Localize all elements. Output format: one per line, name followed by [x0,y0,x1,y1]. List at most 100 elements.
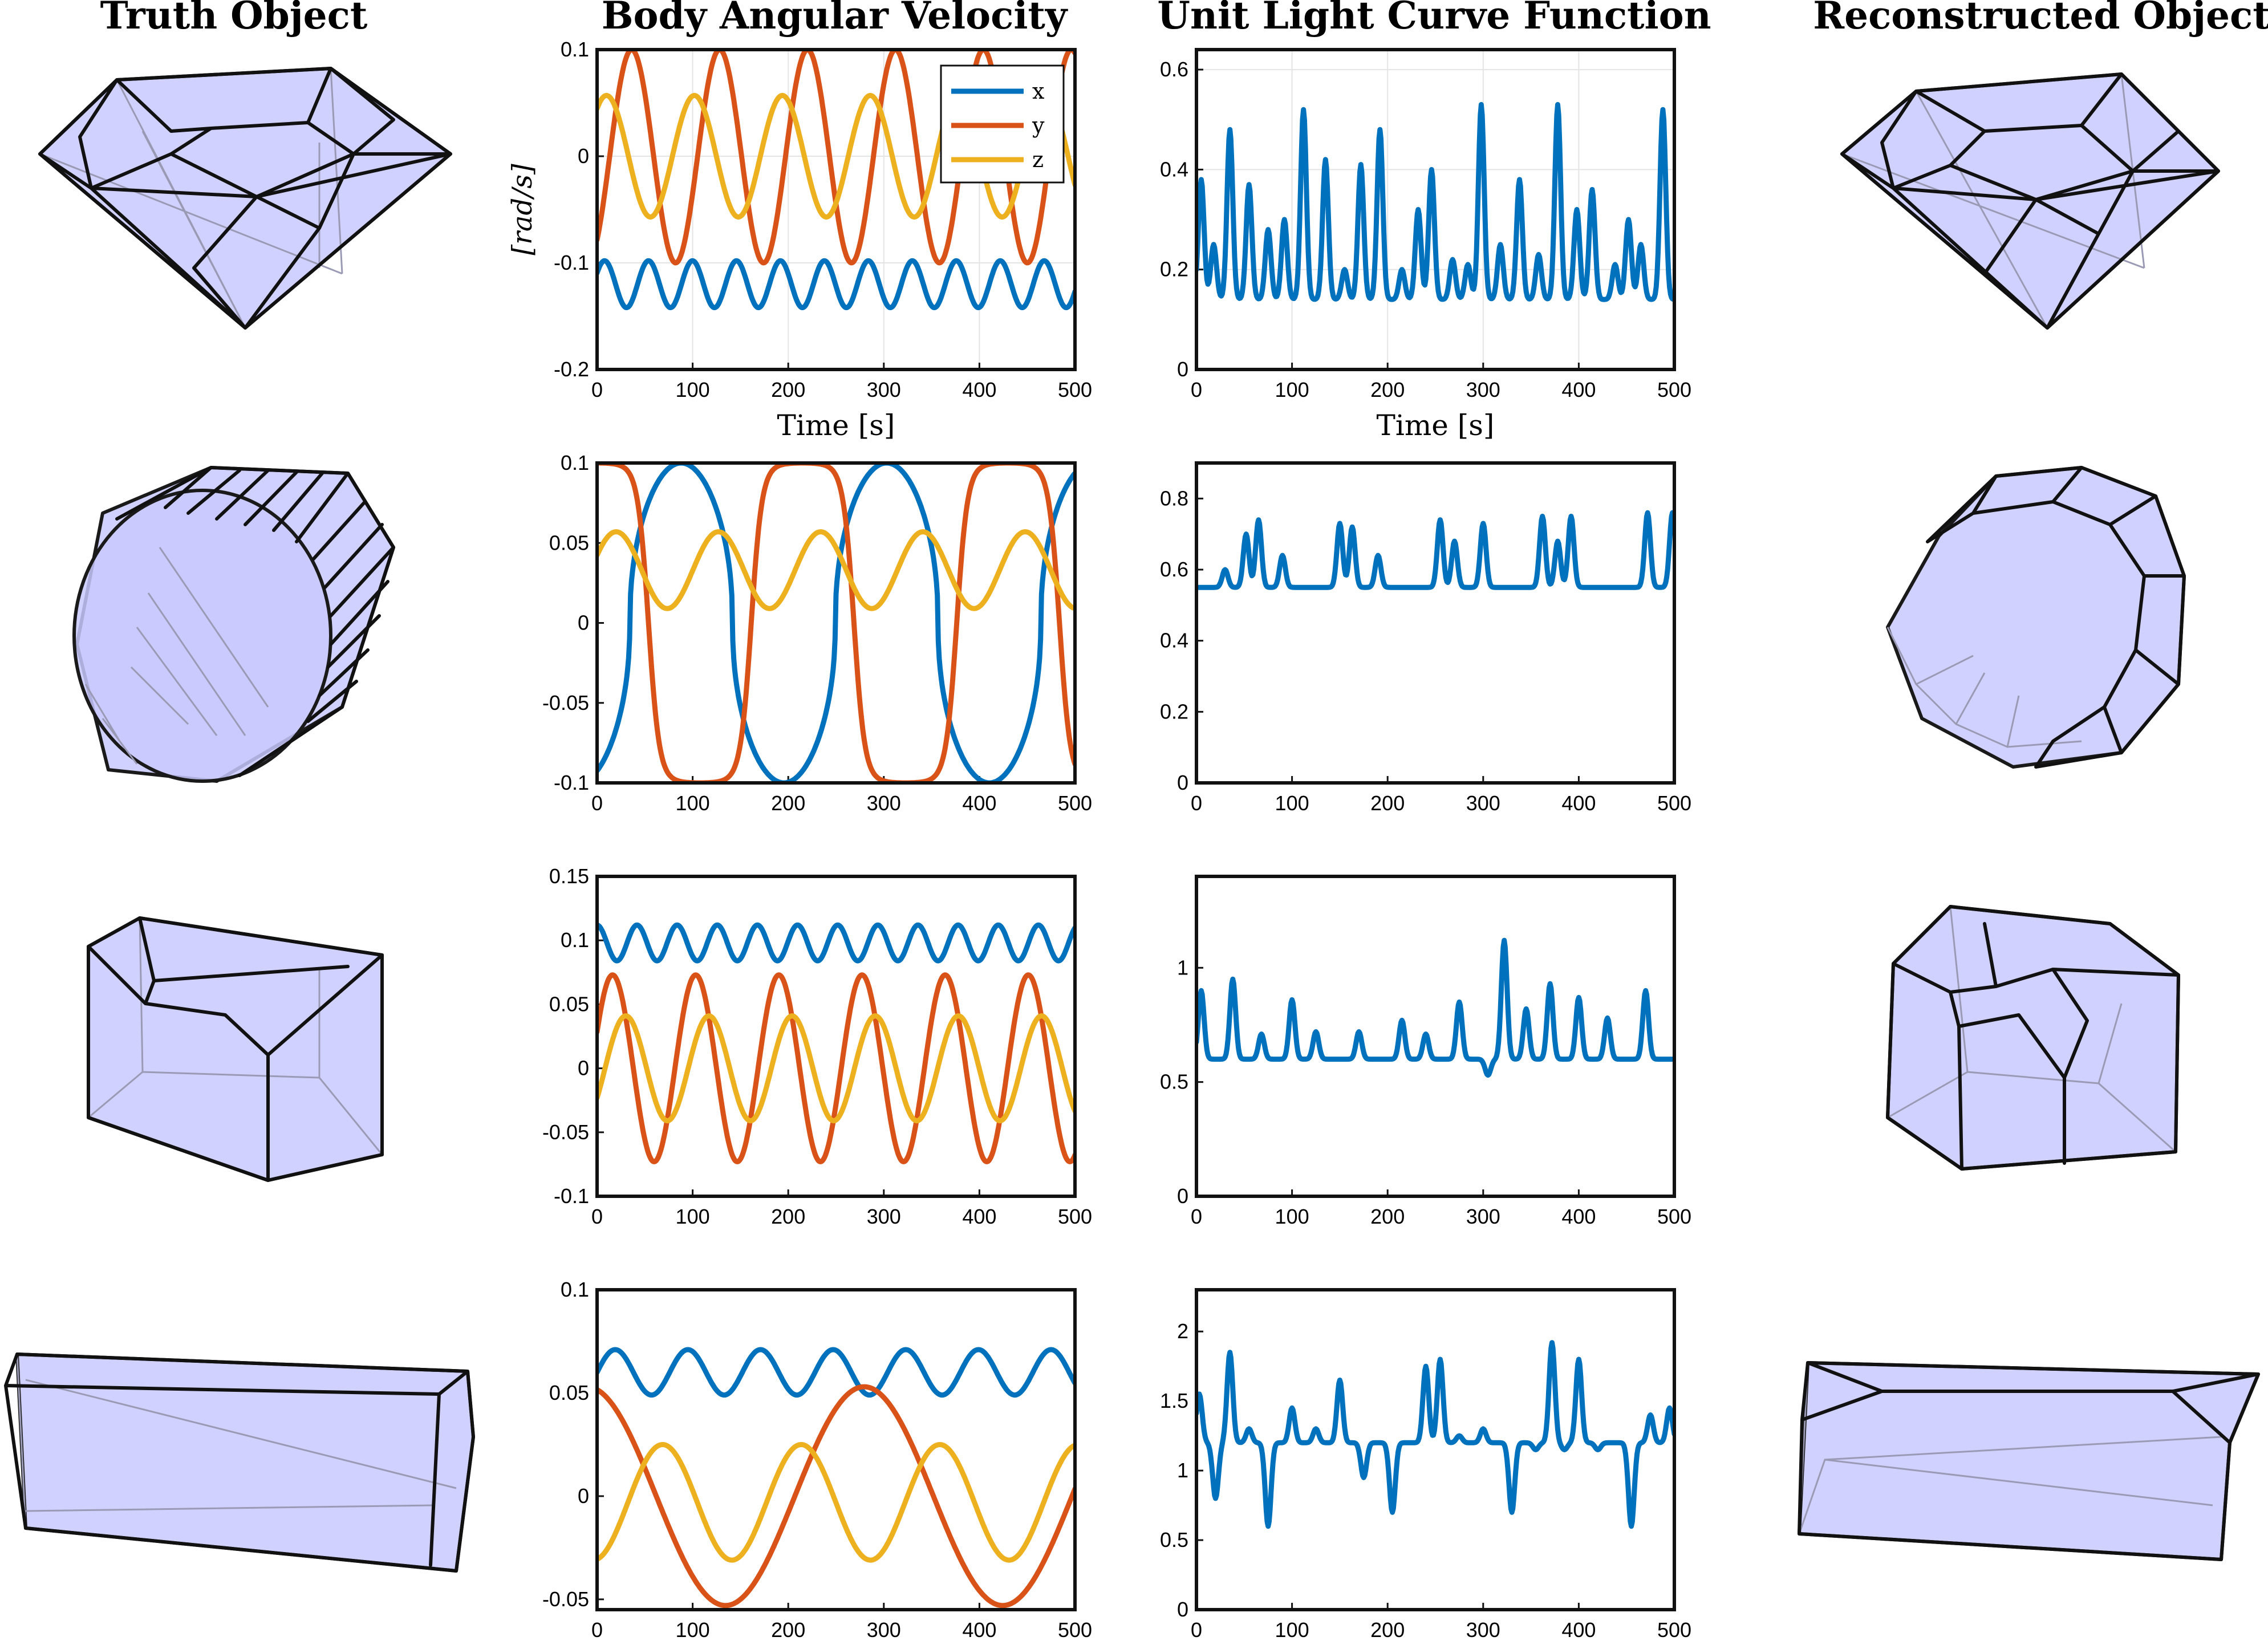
legend-entry-x: x [1032,79,1044,104]
x-tick-label: 400 [1561,1205,1596,1228]
y-tick-label: 0 [578,144,589,168]
y-tick-label: 1 [1177,1459,1188,1482]
x-axis-label: Time [s] [1377,409,1495,442]
reconstructed-object-cylinder [1886,466,2186,769]
x-tick-label: 500 [1657,1205,1691,1228]
chart-lightcurve-row3: 0 100 200 300 400 500 0 0.5 1 [1160,875,1691,1228]
chart-velocity-row3: 0 100 200 300 400 500 -0.1 -0.05 0 0.05 0.1 0.15 [542,864,1092,1228]
x-tick-label: 400 [962,1205,996,1228]
x-tick-label: 500 [1657,1618,1691,1642]
series-line-z [597,1442,1075,1563]
x-tick-label: 300 [1466,791,1500,815]
axes-frame [595,1288,1077,1611]
y-tick-label: 2 [1177,1319,1188,1343]
axes-frame [1195,1288,1676,1611]
y-tick-label: 0.1 [561,928,589,952]
x-tick-label: 200 [1370,378,1405,401]
x-tick-label: 100 [676,791,710,815]
x-tick-label: 400 [962,791,996,815]
column-title-truth: Truth Object [100,0,368,38]
plot-area [597,1290,1075,1610]
x-tick-label: 0 [1191,378,1202,401]
reconstructed-object-gem [1840,72,2220,330]
x-tick-label: 300 [1466,1205,1500,1228]
x-tick-label: 200 [1370,1618,1405,1642]
x-tick-label: 0 [1191,791,1202,815]
y-tick-label: 0.1 [561,38,589,61]
series-line-y [597,1384,1075,1609]
y-tick-label: -0.1 [554,251,589,274]
column-title-lightcurve: Unit Light Curve Function [1157,0,1711,38]
legend: xyz [940,64,1065,184]
series-line-y [597,972,1075,1164]
column-title-velocity: Body Angular Velocity [602,0,1068,38]
axes-frame [1195,48,1676,371]
axes-frame [1195,461,1676,785]
x-tick-label: 0 [1191,1618,1202,1642]
chart-velocity-row1: 0 100 200 300 400 500 -0.2 -0.1 0 0.1 Time [s] [rad… [506,38,1092,442]
axes-frame [595,875,1077,1198]
x-tick-label: 200 [771,1618,805,1642]
series-line-z [597,92,1075,220]
x-tick-label: 100 [676,1618,710,1642]
axes-frame [1195,875,1676,1198]
chart-lightcurve-row4: 0 100 200 300 400 500 0 0.5 1 1.5 2 [1160,1288,1691,1642]
x-tick-label: 300 [867,791,901,815]
y-tick-label: 0.05 [549,531,589,554]
x-tick-label: 0 [591,1205,603,1228]
y-tick-label: 0 [578,1484,589,1508]
x-tick-label: 200 [771,1205,805,1228]
y-axis-label: [rad/s] [506,164,538,255]
y-tick-label: 0.5 [1160,1528,1188,1551]
x-tick-label: 400 [1561,1618,1596,1642]
y-tick-label: 0.1 [561,451,589,474]
x-tick-label: 500 [1657,791,1691,815]
series-line-x [597,258,1075,310]
x-tick-label: 200 [1370,791,1405,815]
y-tick-label: -0.05 [542,1120,589,1144]
plot-area [1196,1290,1674,1610]
y-tick-label: 0 [1177,771,1188,794]
x-tick-label: 0 [591,378,603,401]
x-tick-label: 400 [962,1618,996,1642]
legend-entry-y: y [1032,113,1045,138]
x-tick-label: 100 [676,378,710,401]
y-tick-label: 0.6 [1160,58,1188,81]
x-tick-label: 0 [1191,1205,1202,1228]
x-tick-label: 200 [1370,1205,1405,1228]
series-line-z [597,529,1075,611]
x-tick-label: 300 [1466,1618,1500,1642]
x-tick-label: 0 [591,1618,603,1642]
y-tick-label: -0.1 [554,1184,589,1208]
series-line-lightcurve [1196,1340,1674,1529]
x-tick-label: 200 [771,378,805,401]
truth-object-cylinder [72,466,395,783]
x-tick-label: 500 [1058,378,1092,401]
y-tick-label: 0.05 [549,1381,589,1404]
y-tick-label: -0.05 [542,1587,589,1611]
y-tick-label: 0.1 [561,1278,589,1301]
x-tick-label: 400 [1561,378,1596,401]
series-line-x [597,922,1075,964]
x-axis-label: Time [s] [777,409,895,442]
x-tick-label: 500 [1058,791,1092,815]
x-tick-label: 0 [591,791,603,815]
x-tick-label: 500 [1058,1618,1092,1642]
series-line-x [597,1347,1075,1398]
y-tick-label: -0.1 [554,771,589,794]
chart-lightcurve-row2: 0 100 200 300 400 500 0 0.2 0.4 0.6 0.8 [1160,461,1691,815]
x-tick-label: 100 [676,1205,710,1228]
x-tick-label: 400 [1561,791,1596,815]
x-tick-label: 100 [1275,378,1309,401]
x-tick-label: 200 [771,791,805,815]
y-tick-label: 0.05 [549,992,589,1016]
series-line-lightcurve [1196,101,1674,302]
y-tick-label: 1 [1177,956,1188,979]
axes-frame [595,461,1077,785]
x-tick-label: 100 [1275,1205,1309,1228]
legend-entry-z: z [1032,147,1044,172]
truth-object-prism [87,916,384,1182]
